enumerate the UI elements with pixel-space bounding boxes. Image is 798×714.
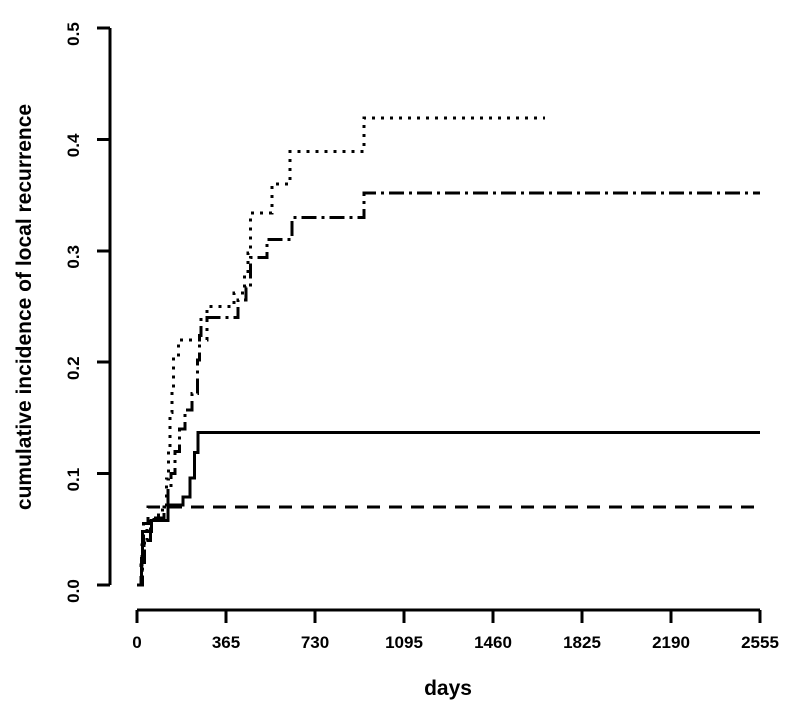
series-solid-line xyxy=(137,430,760,587)
y-tick-label: 0.2 xyxy=(64,356,83,380)
series-dashed-line xyxy=(137,505,760,587)
x-tick-label: 365 xyxy=(212,633,240,652)
y-tick-label: 0.1 xyxy=(64,468,83,492)
x-axis-title: days xyxy=(424,677,472,700)
y-axis-title: cumulative incidence of local recurrence xyxy=(13,104,36,510)
series-dashdot-line xyxy=(137,191,760,587)
y-tick-label: 0.0 xyxy=(64,579,83,603)
x-tick-label: 2190 xyxy=(652,633,690,652)
x-tick-label: 1825 xyxy=(563,633,601,652)
x-tick-label: 1460 xyxy=(474,633,512,652)
x-tick-label: 0 xyxy=(132,633,141,652)
x-tick-label: 730 xyxy=(301,633,329,652)
x-tick-label: 1095 xyxy=(385,633,423,652)
series-lines xyxy=(137,116,760,587)
axes: 0 365 730 1095 1460 1825 2190 2555 0.0 0.1 0.2 0.3 0… xyxy=(64,22,779,652)
x-tick-label: 2555 xyxy=(741,633,779,652)
y-tick-label: 0.5 xyxy=(64,22,83,46)
series-dotted-line xyxy=(137,116,545,587)
y-tick-label: 0.3 xyxy=(64,245,83,269)
y-tick-label: 0.4 xyxy=(64,133,83,157)
